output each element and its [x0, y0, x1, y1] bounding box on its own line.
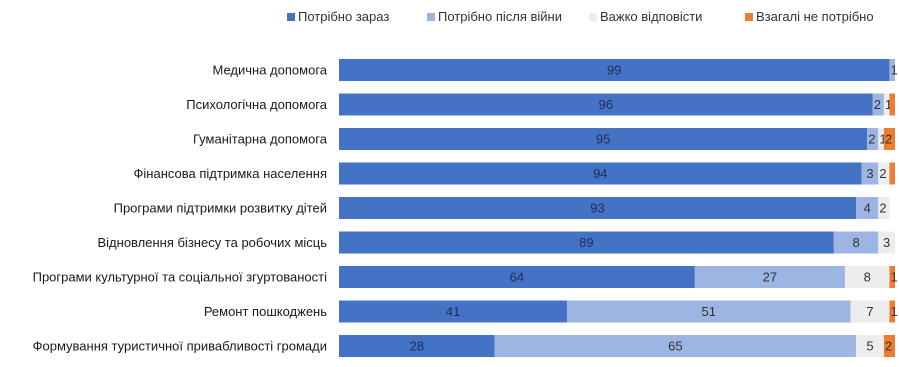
bar-row: 99 1: [339, 59, 898, 81]
bar-segment-4: [889, 162, 895, 185]
bar-segment-1: [339, 197, 857, 219]
data-label: 51: [702, 304, 716, 319]
bar-segment-1: [339, 335, 495, 357]
data-label: 96: [599, 97, 613, 112]
data-label: 2: [868, 132, 875, 147]
legend-label-3: Важко відповісти: [600, 9, 702, 24]
data-label: 1: [890, 304, 897, 319]
bar-segment-2: [694, 266, 845, 288]
bar-segment-3: [878, 162, 890, 185]
bar-segment-1: [339, 59, 890, 81]
category-label: Психологічна допомога: [186, 97, 327, 112]
category-label: Медична допомога: [213, 63, 328, 78]
bar-row: 89 8 3: [339, 231, 895, 254]
bar-segment-3: [856, 335, 884, 357]
category-axis-labels: Медична допомога Психологічна допомога Гум…: [33, 63, 328, 354]
data-label: 5: [866, 339, 873, 354]
bar-segment-4: [889, 300, 895, 323]
data-label: 2: [879, 201, 886, 216]
category-label: Фінансова підтримка населення: [134, 166, 327, 181]
bar-segment-3: [883, 93, 890, 116]
data-label: 2: [885, 132, 892, 147]
legend-label-2: Потрібно після війни: [438, 9, 562, 24]
category-label: Відновлення бізнесу та робочих місць: [98, 235, 328, 250]
category-label: Програми підтримки розвитку дітей: [114, 201, 327, 216]
data-label: 89: [579, 235, 593, 250]
bar-segment-1: [339, 93, 873, 116]
legend-swatch-3: [589, 13, 597, 21]
bar-segment-1: [339, 266, 695, 288]
bar-segment-2: [889, 59, 895, 81]
data-label: 41: [446, 304, 460, 319]
bar-segment-1: [339, 300, 567, 323]
data-label: 1: [890, 63, 897, 78]
data-label: 99: [607, 63, 621, 78]
bar-segment-1: [339, 128, 868, 150]
data-label: 7: [866, 304, 873, 319]
category-label: Програми культурної та соціальної згурто…: [33, 270, 327, 285]
bar-row: 64 27 8 1: [339, 266, 898, 288]
data-label: 65: [668, 339, 682, 354]
category-label: Гуманітарна допомога: [193, 132, 328, 147]
legend-label-4: Взагалі не потрібно: [756, 9, 874, 24]
data-label: 3: [883, 235, 890, 250]
bar-row: 94 3 2: [339, 162, 895, 185]
bar-row: 41 51 7 1: [339, 300, 898, 323]
bar-row: 93 4 2: [339, 197, 890, 219]
data-label: 93: [590, 201, 604, 216]
data-label: 2: [874, 97, 881, 112]
legend-swatch-4: [745, 13, 753, 21]
data-label: 8: [852, 235, 859, 250]
bar-segment-4: [889, 266, 895, 288]
bar-segment-4: [883, 335, 895, 357]
bar-segment-3: [850, 300, 890, 323]
bar-segment-2: [856, 197, 879, 219]
bar-segment-2: [861, 162, 879, 185]
data-label: 3: [866, 166, 873, 181]
bar-segment-2: [867, 128, 879, 150]
bar-segment-4: [883, 128, 895, 150]
bar-segment-3: [878, 231, 895, 254]
data-label: 4: [864, 201, 871, 216]
data-label: 2: [885, 339, 892, 354]
data-label: 2: [879, 166, 886, 181]
data-label: 94: [593, 166, 607, 181]
legend-swatch-1: [287, 13, 295, 21]
bar-segment-1: [339, 231, 834, 254]
data-label: 1: [879, 132, 886, 147]
bar-row: 96 2 1: [339, 93, 895, 116]
data-label: 1: [890, 270, 897, 285]
category-label: Формування туристичної привабливості гро…: [33, 339, 327, 354]
bar-segment-1: [339, 162, 862, 185]
bar-segment-3: [878, 128, 884, 150]
bar-segment-2: [494, 335, 857, 357]
bar-segment-3: [844, 266, 890, 288]
data-label: 27: [763, 270, 777, 285]
bar-segment-2: [833, 231, 879, 254]
bar-row: 28 65 5 2: [339, 335, 895, 357]
bar-row: 95 2 12: [339, 128, 895, 150]
legend-label-1: Потрібно зараз: [298, 9, 389, 24]
bar-segment-4: [889, 93, 895, 116]
bar-segment-2: [872, 93, 884, 116]
data-label: 64: [510, 270, 524, 285]
bar-segment-2: [566, 300, 851, 323]
category-label: Ремонт пошкоджень: [204, 304, 327, 319]
legend: Потрібно зараз Потрібно після війни Важко …: [287, 9, 874, 24]
bar-segment-3: [878, 197, 890, 219]
data-label: 8: [864, 270, 871, 285]
legend-swatch-2: [427, 13, 435, 21]
data-label: 28: [410, 339, 424, 354]
data-label: 1: [885, 97, 892, 112]
data-label: 95: [596, 132, 610, 147]
